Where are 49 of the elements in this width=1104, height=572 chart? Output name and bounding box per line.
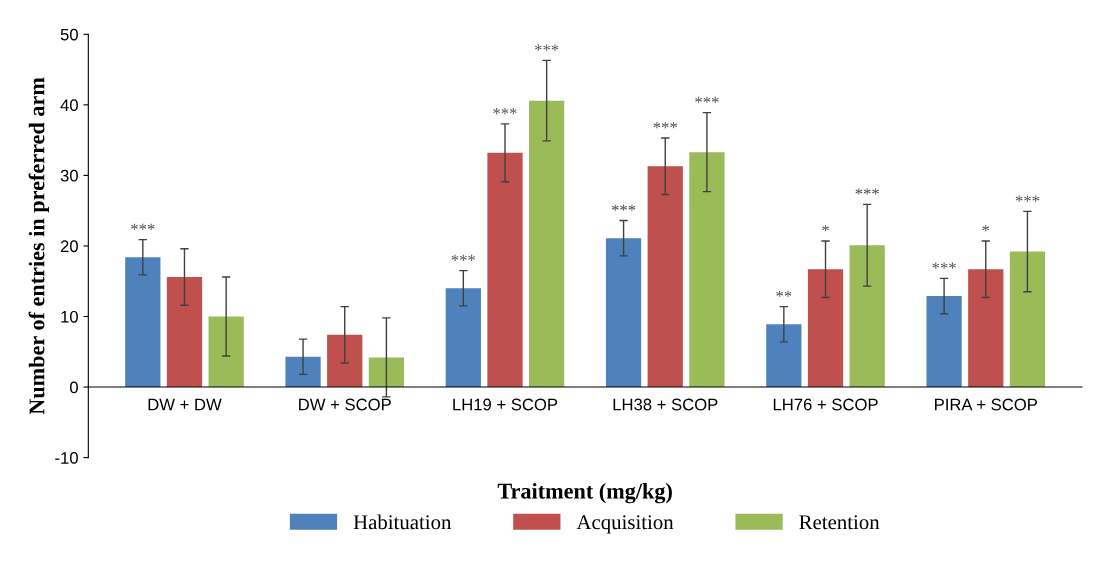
bar <box>285 356 321 388</box>
bar <box>529 100 565 388</box>
bar <box>208 316 244 388</box>
bar <box>166 277 203 388</box>
y-tick-label: 20 <box>60 240 78 253</box>
data-label: *** <box>932 262 956 269</box>
bar <box>647 166 683 388</box>
data-label: * <box>982 225 990 232</box>
bar <box>125 257 161 388</box>
data-label: *** <box>1015 195 1040 202</box>
data-label: ** <box>776 290 792 297</box>
y-axis-title: Number of entries in preferred arm <box>28 77 49 415</box>
data-label: *** <box>451 254 476 261</box>
data-label: * <box>822 225 829 232</box>
x-tick-label: LH76 + SCOP <box>773 398 878 411</box>
data-label: *** <box>611 204 636 211</box>
x-tick-label: PIRA + SCOP <box>935 398 1037 411</box>
bar <box>368 357 405 388</box>
y-tick-label: 10 <box>61 310 78 323</box>
legend-label: Retention <box>799 515 880 530</box>
bar <box>605 238 642 388</box>
x-tick-label: LH38 + SCOP <box>613 398 718 411</box>
x-tick-label: DW + DW <box>148 398 222 411</box>
legend-label: Habituation <box>353 514 452 530</box>
x-axis-title: Traitment (mg/kg) <box>497 483 672 504</box>
bar <box>689 152 725 388</box>
y-tick-label: 40 <box>60 99 78 112</box>
bar <box>807 269 844 388</box>
y-tick-label: -10 <box>55 452 78 464</box>
data-label: *** <box>131 223 155 230</box>
bar <box>766 324 802 388</box>
data-label: *** <box>855 188 879 195</box>
bar <box>445 288 481 388</box>
x-tick-label: DW + SCOP <box>299 398 391 411</box>
y-tick-label: 50 <box>60 28 78 41</box>
data-label: *** <box>534 44 559 51</box>
data-label: *** <box>493 108 517 115</box>
legend-label: Acquisition <box>576 515 674 534</box>
y-tick-label: 0 <box>69 381 78 394</box>
y-tick-label: 30 <box>60 169 78 182</box>
bar <box>1009 251 1046 388</box>
data-label: *** <box>653 122 677 129</box>
data-label: *** <box>695 96 719 103</box>
bar <box>327 334 363 388</box>
bar <box>926 296 962 388</box>
bar <box>487 152 523 388</box>
x-tick-label: LH19 + SCOP <box>453 398 558 411</box>
bar <box>849 245 885 388</box>
bar <box>968 269 1004 388</box>
